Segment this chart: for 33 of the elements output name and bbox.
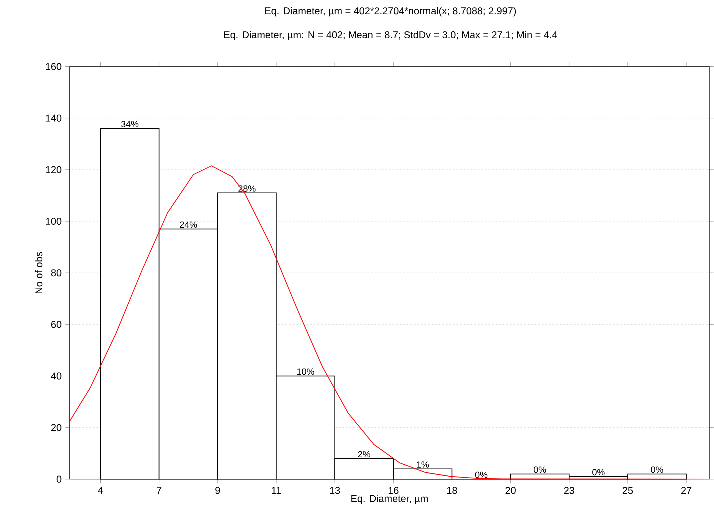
x-tick-label: 13	[330, 487, 340, 494]
x-tick-label: 23	[564, 487, 574, 494]
annotation: 10%	[298, 368, 314, 375]
chart-title: Eq. Diameter, µm = 402*2.2704*normal(x; 8.7088; 2.997)	[266, 7, 516, 16]
annotation: 0%	[651, 466, 664, 473]
x-tick-label: 16	[388, 487, 399, 494]
chart-subtitle: Eq. Diameter, µm: N = 402; Mean = 8.7; StdDv = 3.0; Max = 27.1; Min = 4.4	[224, 31, 558, 40]
y-tick-label: 60	[51, 321, 62, 328]
annotation: 34%	[121, 121, 139, 128]
y-tick-label: 100	[46, 218, 62, 225]
annotation: 0%	[534, 466, 546, 473]
annotation: 0%	[592, 469, 605, 476]
y-tick-label: 160	[46, 63, 62, 70]
annotation: 24%	[180, 222, 198, 228]
y-tick-label: 20	[51, 424, 62, 432]
x-tick-label: 18	[447, 487, 458, 494]
y-tick-label: 120	[46, 166, 62, 174]
y-tick-label: 80	[51, 269, 62, 276]
y-tick-label: 140	[46, 114, 62, 122]
x-tick-label: 25	[622, 487, 634, 494]
annotation: 1%	[417, 462, 430, 468]
y-tick-label: 0	[56, 476, 62, 483]
y-tick-label: 40	[51, 372, 62, 380]
y-axis-title: No of obs	[35, 252, 43, 294]
annotation: 2%	[358, 451, 370, 458]
x-tick-label: 11	[272, 487, 282, 494]
x-tick-label: 4	[98, 487, 104, 494]
x-tick-label: 7	[157, 487, 162, 494]
x-axis-title: Eq. Diameter, µm	[352, 494, 428, 504]
x-tick-label: 27	[682, 487, 692, 494]
annotation: 0%	[475, 472, 488, 478]
x-tick-label: 9	[216, 487, 220, 494]
x-tick-label: 20	[506, 487, 516, 494]
